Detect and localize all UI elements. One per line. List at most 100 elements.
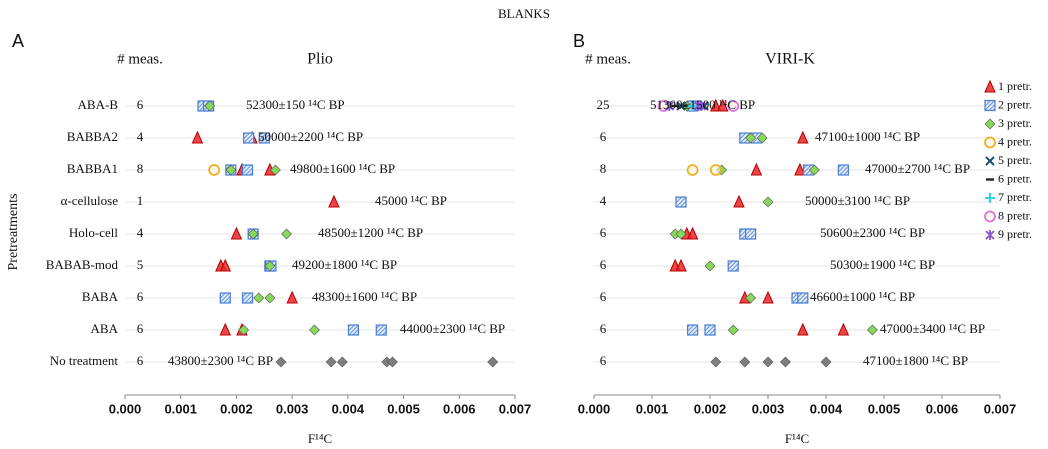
figure-title: BLANKS <box>498 6 550 21</box>
age-annotation: 51300±1500 ¹⁴C BP <box>650 97 755 112</box>
count-label: 6 <box>600 353 607 368</box>
point <box>779 356 791 368</box>
legend-marker <box>985 193 995 203</box>
x-tick-label: 0.002 <box>220 401 253 416</box>
y-tick-label: BABBA1 <box>67 161 118 176</box>
count-label: 8 <box>600 161 607 176</box>
legend-marker <box>984 79 996 93</box>
point <box>762 290 774 304</box>
point <box>794 162 806 176</box>
x-tick-label: 0.006 <box>926 401 959 416</box>
point <box>866 324 878 336</box>
count-label: 6 <box>137 97 144 112</box>
legend-label: 6 pretr. <box>998 171 1032 185</box>
legend-marker <box>985 230 995 240</box>
x-tick-label: 0.003 <box>752 401 785 416</box>
point <box>676 101 686 111</box>
point <box>686 226 699 240</box>
age-annotation: 47100±1800 ¹⁴C BP <box>863 353 968 368</box>
x-tick-label: 0.004 <box>332 401 365 416</box>
y-tick-label: No treatment <box>50 353 119 368</box>
x-axis-label: F¹⁴C <box>308 431 332 446</box>
point <box>264 292 276 304</box>
point <box>219 322 232 336</box>
legend-label: 2 pretr. <box>998 97 1032 111</box>
legend-label: 7 pretr. <box>998 190 1032 204</box>
y-tick-label: BABAB-mod <box>46 257 119 272</box>
point <box>727 100 740 112</box>
legend-label: 4 pretr. <box>998 134 1032 148</box>
panel-label: A <box>12 31 24 51</box>
point <box>745 292 757 304</box>
y-tick-label: BABBA2 <box>67 129 118 144</box>
x-tick-label: 0.004 <box>810 401 843 416</box>
point <box>243 132 255 144</box>
point <box>664 101 675 111</box>
point <box>745 132 757 144</box>
count-label: 6 <box>600 289 607 304</box>
count-header: # meas. <box>585 51 631 67</box>
point <box>219 292 231 304</box>
point <box>797 292 809 304</box>
point <box>325 356 337 368</box>
point <box>241 164 254 176</box>
x-tick-label: 0.005 <box>868 401 901 416</box>
point <box>258 132 270 144</box>
point <box>375 324 387 336</box>
age-annotation: 47100±1000 ¹⁴C BP <box>815 129 920 144</box>
point <box>716 98 729 112</box>
legend-label: 1 pretr. <box>998 79 1032 93</box>
point <box>270 164 281 176</box>
count-label: 6 <box>137 289 144 304</box>
x-tick-label: 0.000 <box>578 401 611 416</box>
point <box>230 226 243 240</box>
point <box>336 356 348 368</box>
point <box>247 228 259 240</box>
count-label: 4 <box>137 129 144 144</box>
point <box>253 292 265 304</box>
count-label: 6 <box>600 321 607 336</box>
count-label: 8 <box>137 161 144 176</box>
count-label: 6 <box>600 225 607 240</box>
age-annotation: 45000 ¹⁴C BP <box>375 193 447 208</box>
point <box>387 356 398 368</box>
point <box>797 130 809 144</box>
x-tick-label: 0.000 <box>109 401 142 416</box>
age-annotation: 47000±2700 ¹⁴C BP <box>865 161 970 176</box>
point <box>696 101 706 111</box>
count-label: 4 <box>137 225 144 240</box>
x-tick-label: 0.007 <box>499 401 532 416</box>
panel-label: B <box>573 31 585 51</box>
point <box>241 292 254 304</box>
legend-marker <box>984 99 996 112</box>
point <box>487 356 499 368</box>
x-axis-label: F¹⁴C <box>785 431 809 446</box>
point <box>281 228 292 240</box>
point <box>687 101 698 111</box>
y-tick-label: ABA <box>91 321 119 336</box>
point <box>275 356 287 368</box>
point <box>727 260 739 272</box>
point <box>709 164 722 176</box>
y-tick-label: ABA-B <box>78 97 119 112</box>
age-annotation: 50000±3100 ¹⁴C BP <box>805 193 910 208</box>
point <box>733 194 745 208</box>
point <box>238 324 250 336</box>
legend-marker <box>984 118 996 130</box>
legend-label: 5 pretr. <box>998 153 1032 167</box>
point <box>808 164 820 176</box>
age-annotation: 52300±150 ¹⁴C BP <box>246 97 345 112</box>
panel-title: Plio <box>307 51 333 68</box>
panel-title: VIRI-K <box>765 51 815 68</box>
point <box>309 324 320 336</box>
point <box>264 260 276 272</box>
age-annotation: 49800±1600 ¹⁴C BP <box>290 161 395 176</box>
x-tick-label: 0.006 <box>443 401 476 416</box>
count-header: # meas. <box>117 51 163 67</box>
x-tick-label: 0.005 <box>387 401 420 416</box>
point <box>219 258 232 272</box>
point <box>328 194 340 208</box>
point <box>204 100 216 112</box>
x-tick-label: 0.007 <box>984 401 1017 416</box>
